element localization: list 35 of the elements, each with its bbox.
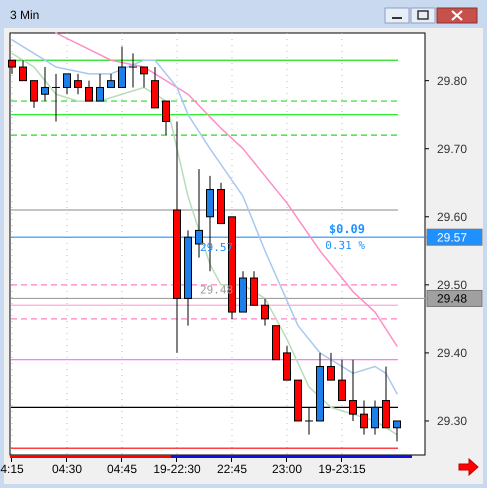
candlestick [30, 80, 38, 108]
x-tick-label: 04:30 [52, 462, 82, 476]
candlestick [338, 359, 346, 402]
candlestick [63, 73, 71, 95]
candlestick [52, 73, 60, 122]
x-tick-label: 04:45 [106, 462, 138, 476]
candlestick [118, 46, 126, 88]
annotation: $0.09 [328, 222, 365, 236]
x-tick-label: 22:45 [216, 462, 248, 476]
y-tick-label: 29.40 [437, 346, 468, 360]
candlestick [327, 352, 335, 381]
x-tick-label: 19-23:15 [318, 462, 366, 476]
y-tick-label: 29.60 [437, 210, 468, 224]
x-tick-label: 23:00 [272, 462, 302, 476]
y-tick-label: 29.80 [437, 74, 468, 88]
candlestick [74, 73, 82, 95]
annotation: 0.31 % [325, 239, 366, 252]
candlestick [140, 66, 148, 88]
candlestick [107, 73, 115, 88]
candlestick [128, 52, 138, 88]
x-tick-label: 19-22:30 [153, 462, 202, 476]
candlestick [85, 80, 93, 102]
candlestick [162, 100, 170, 136]
candlestick [96, 73, 104, 102]
y-tick-label: 29.50 [437, 278, 468, 292]
candlestick [41, 66, 49, 102]
x-tick-label: 4:15 [0, 462, 24, 476]
chart-title: 3 Min [10, 8, 40, 22]
candlestick [261, 298, 269, 326]
candlestick [19, 60, 27, 82]
ref-line-label: 29.48 [437, 292, 468, 306]
y-tick-label: 29.70 [437, 142, 468, 156]
ref-line-label: 29.57 [437, 230, 468, 244]
y-tick-label: 29.30 [437, 414, 468, 428]
candlestick [393, 420, 401, 442]
